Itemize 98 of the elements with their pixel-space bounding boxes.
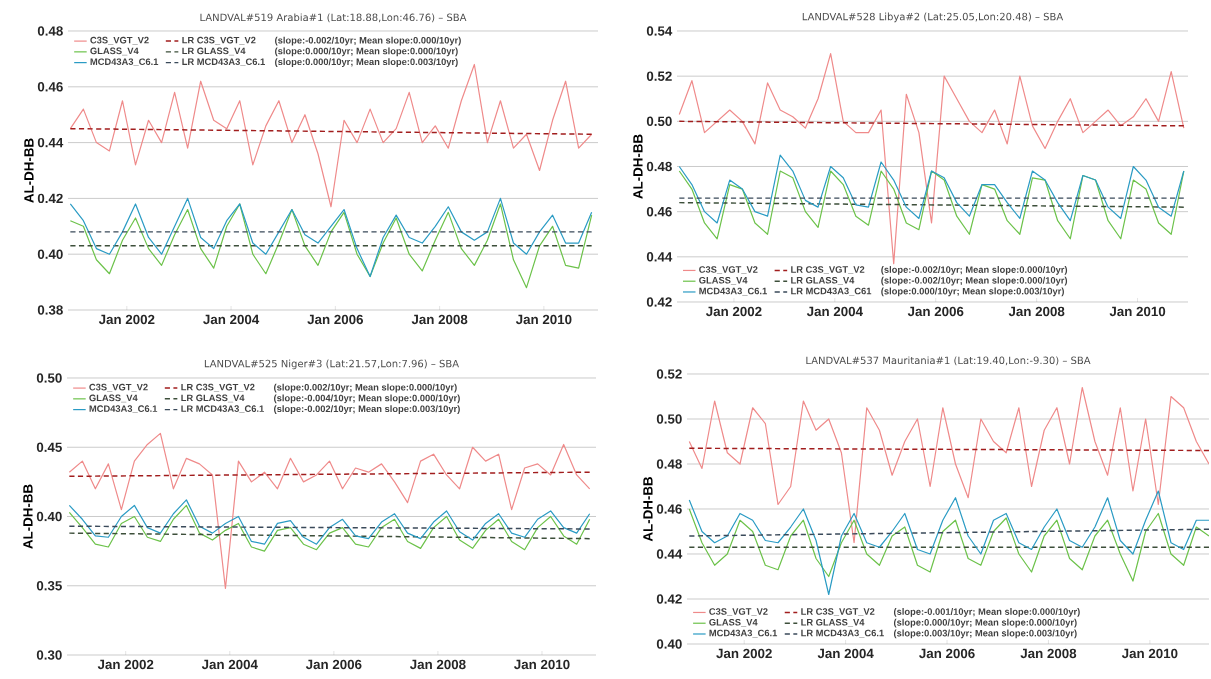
x-tick-label: Jan 2010 (514, 659, 570, 670)
y-tick-label: 0.46 (37, 82, 63, 92)
legend-label: LR MCD43A3_C6.1 (801, 629, 884, 638)
y-axis-title: AL-DH-BB (24, 138, 34, 203)
legend-label: LR GLASS_V4 (801, 618, 865, 627)
legend-label: LR C3S_VGT_V2 (791, 266, 865, 274)
annotation: (slope:0.003/10yr; Mean slope:0.003/10yr) (893, 629, 1077, 639)
y-tick-label: 0.44 (646, 252, 673, 262)
annotation: (slope:-0.002/10yr; Mean slope:0.003/10yr) (274, 405, 460, 414)
line-series (68, 499, 591, 545)
y-tick-label: 0.44 (656, 549, 683, 559)
x-tick-label: Jan 2006 (307, 314, 364, 325)
annotation: (slope:0.002/10yr; Mean slope:0.000/10yr) (274, 383, 457, 393)
x-tick-label: Jan 2008 (1020, 648, 1077, 659)
annotation: (slope:-0.004/10yr; Mean slope:0.000/10yr) (274, 394, 460, 404)
line-series (688, 508, 1210, 582)
y-tick-label: 0.50 (656, 414, 682, 424)
annotation: (slope:0.000/10yr; Mean slope:0.000/10yr) (275, 47, 458, 57)
y-tick-label: 0.54 (646, 26, 673, 36)
annotation: (slope:0.000/10yr; Mean slope:0.003/10yr) (881, 287, 1064, 297)
legend-label: LR GLASS_V4 (182, 47, 246, 56)
y-tick-label: 0.42 (37, 193, 63, 204)
x-tick-label: Jan 2002 (716, 648, 772, 659)
x-tick-label: Jan 2008 (409, 659, 466, 670)
chart-title: LANDVAL#519 Arabia#1 (Lat:18.88,Lon:46.76) – SBA (200, 13, 467, 23)
x-tick-label: Jan 2004 (806, 306, 863, 317)
legend-label: LR MCD43A3_C6.1 (181, 405, 264, 413)
legend-label: LR GLASS_V4 (181, 394, 245, 403)
y-axis-title: AL-DH-BB (643, 477, 653, 542)
y-tick-label: 0.52 (656, 369, 682, 379)
annotation: (slope:-0.001/10yr; Mean slope:0.000/10yr) (893, 608, 1080, 617)
legend-label: GLASS_V4 (89, 394, 138, 403)
legend-label: MCD43A3_C6.1 (699, 287, 767, 296)
y-tick-label: 0.30 (36, 650, 62, 660)
x-tick-label: Jan 2002 (97, 659, 154, 670)
y-tick-label: 0.42 (646, 297, 672, 307)
legend-label: LR C3S_VGT_V2 (801, 608, 875, 616)
legend-label: C3S_VGT_V2 (90, 36, 149, 45)
chart-title: LANDVAL#528 Libya#2 (Lat:25.05,Lon:20.48) – SBA (802, 12, 1064, 23)
y-axis-title: AL-DH-BB (23, 484, 33, 549)
y-tick-label: 0.40 (37, 249, 63, 259)
y-tick-label: 0.45 (36, 442, 62, 452)
legend-label: GLASS_V4 (709, 618, 758, 627)
x-tick-label: Jan 2002 (705, 306, 762, 317)
legend-label: C3S_VGT_V2 (709, 608, 768, 616)
y-tick-label: 0.40 (656, 639, 682, 649)
y-tick-label: 0.52 (646, 71, 672, 81)
chart-title: LANDVAL#525 Niger#3 (Lat:21.57,Lon:7.96) – SBA (204, 359, 459, 370)
x-tick-label: Jan 2006 (919, 648, 975, 659)
x-tick-label: Jan 2010 (1109, 306, 1166, 317)
annotation: (slope:-0.002/10yr; Mean slope:0.000/10yr) (881, 266, 1068, 275)
y-tick-label: 0.50 (36, 373, 62, 383)
line-series (678, 170, 1185, 240)
line-series (68, 504, 591, 552)
y-tick-label: 0.46 (656, 504, 682, 514)
legend-label: LR MCD43A3_C6.1 (182, 58, 265, 67)
legend-label: LR MCD43A3_C61 (791, 287, 872, 296)
x-tick-label: Jan 2006 (907, 306, 964, 317)
line-series (68, 432, 591, 590)
x-tick-label: Jan 2008 (411, 314, 468, 325)
y-tick-label: 0.38 (37, 305, 63, 315)
y-tick-label: 0.50 (646, 116, 672, 127)
y-tick-label: 0.40 (36, 511, 62, 522)
annotation: (slope:-0.002/10yr; Mean slope:0.000/10yr) (881, 276, 1068, 286)
annotation: (slope:0.000/10yr; Mean slope:0.000/10yr) (893, 618, 1077, 628)
legend-label: LR GLASS_V4 (791, 276, 855, 285)
x-tick-label: Jan 2008 (1008, 306, 1065, 317)
annotation: (slope:0.000/10yr; Mean slope:0.003/10yr) (275, 58, 458, 67)
legend-label: LR C3S_VGT_V2 (182, 36, 256, 45)
legend-label: GLASS_V4 (699, 276, 748, 285)
y-tick-label: 0.48 (646, 161, 672, 172)
line-series (688, 490, 1210, 596)
chart-title: LANDVAL#537 Mauritania#1 (Lat:19.40,Lon:-9.30) – SBA (806, 356, 1091, 366)
x-tick-label: Jan 2010 (1121, 648, 1178, 659)
y-tick-label: 0.48 (656, 459, 682, 469)
y-tick-label: 0.44 (37, 137, 64, 148)
x-tick-label: Jan 2010 (515, 314, 572, 325)
line-series (678, 154, 1185, 224)
legend-label: MCD43A3_C6.1 (90, 58, 159, 67)
x-tick-label: Jan 2004 (201, 659, 258, 670)
legend-label: MCD43A3_C6.1 (89, 405, 158, 413)
y-tick-label: 0.35 (36, 581, 62, 591)
legend-label: LR C3S_VGT_V2 (181, 383, 255, 392)
line-series (688, 386, 1210, 544)
legend-label: C3S_VGT_V2 (699, 266, 758, 274)
legend-label: C3S_VGT_V2 (89, 383, 148, 392)
x-tick-label: Jan 2004 (817, 648, 874, 659)
x-tick-label: Jan 2004 (203, 314, 260, 325)
legend-label: GLASS_V4 (90, 47, 139, 56)
y-tick-label: 0.42 (656, 594, 682, 604)
legend-label: MCD43A3_C6.1 (709, 629, 778, 638)
y-tick-label: 0.48 (37, 26, 63, 36)
annotation: (slope:-0.002/10yr; Mean slope:0.000/10yr) (275, 36, 461, 46)
y-tick-label: 0.46 (646, 206, 672, 217)
x-tick-label: Jan 2006 (305, 659, 362, 670)
line-series (69, 203, 593, 289)
x-tick-label: Jan 2002 (98, 314, 155, 325)
y-axis-title: AL-DH-BB (633, 134, 643, 199)
